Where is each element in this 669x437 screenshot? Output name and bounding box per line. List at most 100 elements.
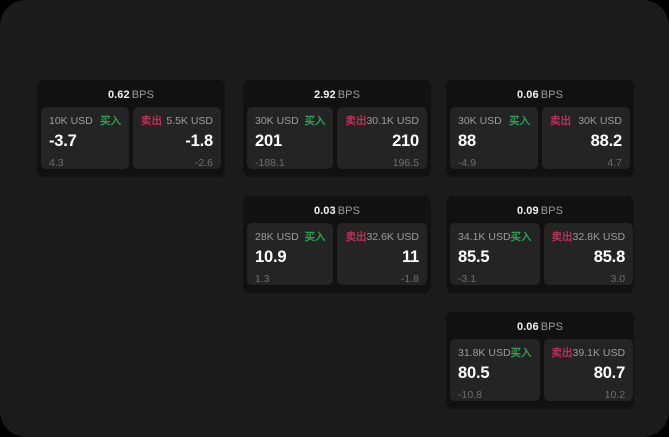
sell-panel[interactable]: 卖出 30K USD 88.2 4.7 [542, 107, 630, 169]
sell-panel-header: 卖出 30K USD [550, 114, 622, 128]
sell-quantity: 39.1K USD [572, 346, 626, 359]
sell-delta: 10.2 [604, 389, 626, 401]
card-header: 0.62 BPS [37, 80, 225, 107]
sell-panel-header: 卖出 39.1K USD [551, 346, 626, 360]
card-header: 0.03 BPS [243, 196, 431, 223]
card-sides: 30K USD 买入 201 -188.1 卖出 30.1K USD 210 1… [243, 107, 431, 173]
card-header: 2.92 BPS [243, 80, 431, 107]
buy-panel[interactable]: 10K USD 买入 -3.7 4.3 [41, 107, 129, 169]
sell-tag: 卖出 [345, 231, 367, 243]
quote-card[interactable]: 0.06 BPS 31.8K USD 买入 80.5 -10.8 卖出 [446, 312, 634, 409]
sell-tag: 卖出 [345, 115, 367, 127]
buy-panel-header: 34.1K USD 买入 [458, 230, 532, 244]
bps-unit-label: BPS [540, 205, 564, 217]
sell-panel-header: 卖出 5.5K USD [141, 114, 213, 128]
buy-panel[interactable]: 31.8K USD 买入 80.5 -10.8 [450, 339, 540, 401]
sell-price: 80.7 [593, 364, 626, 382]
buy-panel[interactable]: 34.1K USD 买入 85.5 -3.1 [450, 223, 540, 285]
sell-quantity: 30K USD [578, 114, 622, 127]
buy-panel[interactable]: 30K USD 买入 88 -4.9 [450, 107, 538, 169]
buy-price: 10.9 [255, 248, 287, 266]
quote-column-1: 0.62 BPS 10K USD 买入 -3.7 4.3 卖出 [37, 80, 225, 196]
bps-unit-label: BPS [540, 321, 564, 333]
buy-tag: 买入 [304, 115, 326, 127]
card-header: 0.09 BPS [446, 196, 634, 223]
quote-card[interactable]: 0.03 BPS 28K USD 买入 10.9 1.3 卖出 [243, 196, 431, 293]
buy-quantity: 34.1K USD [458, 230, 511, 243]
sell-tag: 卖出 [550, 115, 571, 127]
sell-panel-header: 卖出 32.6K USD [345, 230, 419, 244]
quote-card[interactable]: 0.62 BPS 10K USD 买入 -3.7 4.3 卖出 [37, 80, 225, 177]
buy-panel[interactable]: 28K USD 买入 10.9 1.3 [247, 223, 334, 285]
sell-panel[interactable]: 卖出 32.6K USD 11 -1.8 [337, 223, 427, 285]
buy-delta: -188.1 [255, 157, 285, 169]
buy-panel-header: 30K USD 买入 [458, 114, 530, 128]
buy-panel-header: 31.8K USD 买入 [458, 346, 532, 360]
card-sides: 30K USD 买入 88 -4.9 卖出 30K USD 88.2 4.7 [446, 107, 634, 173]
bps-value: 0.06 [516, 89, 539, 101]
buy-quantity: 30K USD [458, 114, 502, 127]
buy-price: 201 [255, 132, 282, 150]
buy-quantity: 30K USD [255, 114, 299, 127]
sell-price: -1.8 [185, 132, 213, 150]
bps-unit-label: BPS [337, 205, 361, 217]
quote-column-3: 0.06 BPS 30K USD 买入 88 -4.9 卖出 [446, 80, 634, 428]
sell-delta: -1.8 [400, 273, 419, 285]
buy-panel[interactable]: 30K USD 买入 201 -188.1 [247, 107, 334, 169]
sell-price: 85.8 [593, 248, 626, 266]
sell-tag: 卖出 [551, 231, 573, 243]
card-sides: 34.1K USD 买入 85.5 -3.1 卖出 32.8K USD 85.8… [446, 223, 634, 289]
quote-card[interactable]: 2.92 BPS 30K USD 买入 201 -188.1 卖出 [243, 80, 431, 177]
sell-panel[interactable]: 卖出 30.1K USD 210 196.5 [337, 107, 427, 169]
card-sides: 28K USD 买入 10.9 1.3 卖出 32.6K USD 11 -1.8 [243, 223, 431, 289]
buy-delta: -4.9 [458, 157, 477, 169]
sell-price: 11 [401, 248, 419, 266]
sell-quantity: 30.1K USD [366, 114, 419, 127]
bps-value: 0.09 [516, 205, 539, 217]
sell-quantity: 32.6K USD [366, 230, 419, 243]
sell-quantity: 5.5K USD [166, 114, 213, 127]
buy-panel-header: 10K USD 买入 [49, 114, 121, 128]
sell-panel[interactable]: 卖出 39.1K USD 80.7 10.2 [543, 339, 634, 401]
sell-panel[interactable]: 卖出 5.5K USD -1.8 -2.6 [133, 107, 221, 169]
sell-tag: 卖出 [141, 115, 162, 127]
sell-quantity: 32.8K USD [572, 230, 626, 243]
sell-price: 210 [392, 132, 419, 150]
buy-delta: -10.8 [458, 389, 482, 401]
buy-panel-header: 28K USD 买入 [255, 230, 326, 244]
bps-unit-label: BPS [337, 89, 361, 101]
quote-card-grid: 0.62 BPS 10K USD 买入 -3.7 4.3 卖出 [37, 80, 637, 409]
buy-delta: 4.3 [49, 157, 64, 169]
card-sides: 31.8K USD 买入 80.5 -10.8 卖出 39.1K USD 80.… [446, 339, 634, 405]
buy-tag: 买入 [304, 231, 326, 243]
buy-tag: 买入 [510, 347, 532, 359]
bps-value: 2.92 [313, 89, 336, 101]
buy-tag: 买入 [509, 115, 530, 127]
sell-delta: -2.6 [194, 157, 213, 169]
buy-panel-header: 30K USD 买入 [255, 114, 326, 128]
buy-quantity: 31.8K USD [458, 346, 511, 359]
quote-card[interactable]: 0.06 BPS 30K USD 买入 88 -4.9 卖出 [446, 80, 634, 177]
sell-price: 88.2 [590, 132, 623, 150]
buy-price: -3.7 [49, 132, 77, 150]
quote-column-2: 2.92 BPS 30K USD 买入 201 -188.1 卖出 [243, 80, 431, 312]
bps-unit-label: BPS [131, 89, 155, 101]
card-sides: 10K USD 买入 -3.7 4.3 卖出 5.5K USD -1.8 -2.… [37, 107, 225, 173]
buy-quantity: 28K USD [255, 230, 299, 243]
bps-unit-label: BPS [540, 89, 564, 101]
buy-price: 88 [458, 132, 476, 150]
sell-panel[interactable]: 卖出 32.8K USD 85.8 3.0 [543, 223, 634, 285]
quote-card[interactable]: 0.09 BPS 34.1K USD 买入 85.5 -3.1 卖出 [446, 196, 634, 293]
buy-price: 80.5 [458, 364, 490, 382]
buy-tag: 买入 [100, 115, 121, 127]
buy-quantity: 10K USD [49, 114, 93, 127]
sell-tag: 卖出 [551, 347, 573, 359]
buy-price: 85.5 [458, 248, 490, 266]
sell-delta: 4.7 [607, 157, 622, 169]
card-header: 0.06 BPS [446, 312, 634, 339]
bps-value: 0.62 [107, 89, 130, 101]
sell-panel-header: 卖出 30.1K USD [345, 114, 419, 128]
sell-panel-header: 卖出 32.8K USD [551, 230, 626, 244]
buy-tag: 买入 [510, 231, 532, 243]
